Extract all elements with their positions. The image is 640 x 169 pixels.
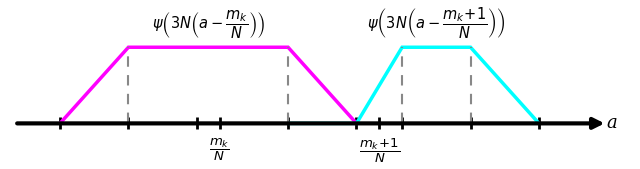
Text: $\psi\left(3N\left(a-\dfrac{m_k}{N}\right)\right)$: $\psi\left(3N\left(a-\dfrac{m_k}{N}\righ… (152, 9, 265, 41)
Text: $\dfrac{m_k}{N}$: $\dfrac{m_k}{N}$ (209, 137, 230, 163)
Text: $\dfrac{m_k\!+\!1}{N}$: $\dfrac{m_k\!+\!1}{N}$ (359, 137, 400, 165)
Text: a: a (607, 114, 618, 132)
Text: $\psi\left(3N\left(a-\dfrac{m_k\!+\!1}{N}\right)\right)$: $\psi\left(3N\left(a-\dfrac{m_k\!+\!1}{N… (367, 6, 506, 41)
